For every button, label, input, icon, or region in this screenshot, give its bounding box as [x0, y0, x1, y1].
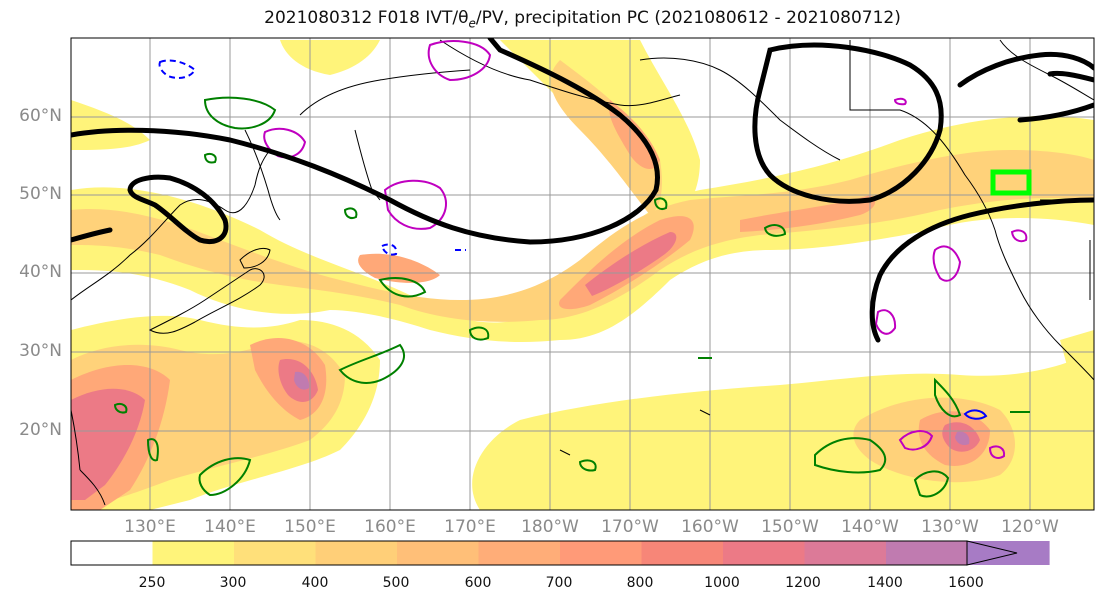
colorbar-segment: [315, 541, 398, 565]
colorbar-segment: [804, 541, 887, 565]
colorbar: [70, 540, 1050, 566]
colorbar-segment: [641, 541, 724, 565]
colorbar-tick-1000: 1000: [704, 575, 740, 591]
lat-label-60n: 60°N: [19, 106, 62, 126]
lon-label-160e: 160°E: [364, 517, 416, 537]
colorbar-tick-250: 250: [138, 575, 166, 591]
lon-label-150e: 150°E: [284, 517, 336, 537]
lon-label-170w: 170°W: [601, 517, 659, 537]
colorbar-tick-300: 300: [219, 575, 247, 591]
colorbar-frame: [70, 540, 968, 566]
colorbar-segment: [71, 541, 154, 565]
lat-lon-grid: [71, 38, 1094, 510]
theta-e-contours: [71, 38, 1094, 343]
lon-label-140w: 140°W: [841, 517, 899, 537]
lon-label-130e: 130°E: [124, 517, 176, 537]
colorbar-tick-700: 700: [545, 575, 573, 591]
lon-label-160w: 160°W: [681, 517, 739, 537]
colorbar-tick-1600: 1600: [948, 575, 984, 591]
colorbar-segment: [560, 541, 643, 565]
pv-contours-green: [113, 96, 1030, 498]
colorbar-segment: [478, 541, 561, 565]
lon-label-140e: 140°E: [204, 517, 256, 537]
colorbar-tick-500: 500: [382, 575, 410, 591]
lon-label-170e: 170°E: [444, 517, 496, 537]
colorbar-tick-400: 400: [301, 575, 329, 591]
lon-label-130w: 130°W: [921, 517, 979, 537]
lon-label-150w: 150°W: [761, 517, 819, 537]
colorbar-segment: [886, 541, 969, 565]
colorbar-tick-1400: 1400: [867, 575, 903, 591]
lon-label-180w: 180°W: [521, 517, 579, 537]
colorbar-tick-800: 800: [626, 575, 654, 591]
colorbar-segment: [723, 541, 806, 565]
pv-contours-blue: [158, 59, 988, 420]
pv-contours-magenta: [263, 40, 1028, 459]
colorbar-tick-1200: 1200: [785, 575, 821, 591]
lat-label-50n: 50°N: [19, 184, 62, 204]
lat-label-40n: 40°N: [19, 262, 62, 282]
lat-label-30n: 30°N: [19, 341, 62, 361]
colorbar-tick-600: 600: [464, 575, 492, 591]
colorbar-segment: [234, 541, 317, 565]
map-frame: [70, 37, 1095, 511]
colorbar-segment: [397, 541, 480, 565]
target-region-box: [990, 169, 1032, 196]
colorbar-segment: [152, 541, 235, 565]
lat-label-20n: 20°N: [19, 420, 62, 440]
coastlines: [71, 39, 1094, 506]
map-title: 2021080312 F018 IVT/θe/PV, precipitation…: [264, 8, 901, 31]
lon-label-120w: 120°W: [1001, 517, 1059, 537]
